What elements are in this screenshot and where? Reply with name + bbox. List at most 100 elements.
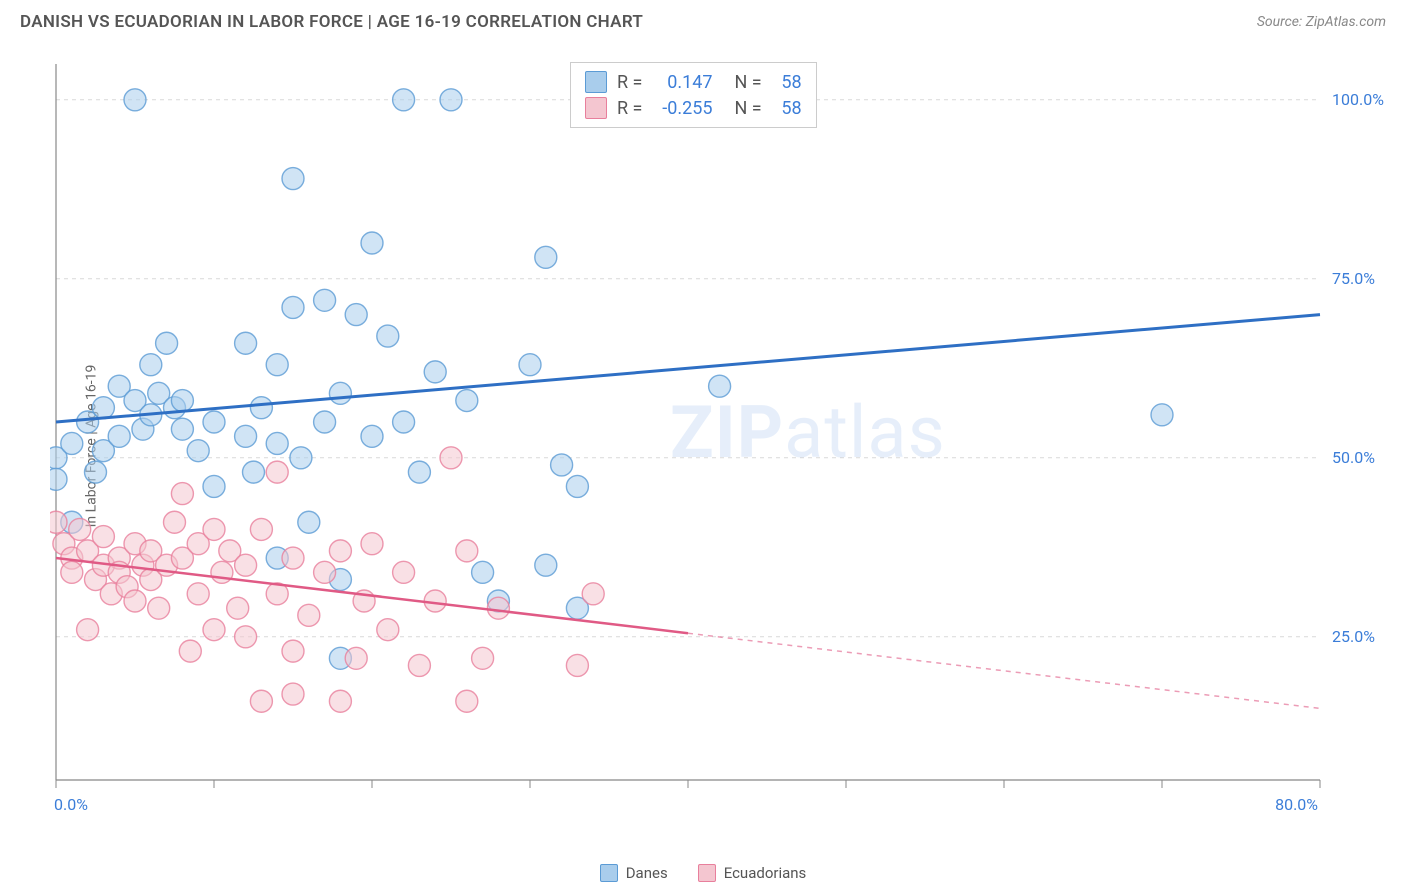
data-point	[472, 647, 494, 669]
data-point	[424, 361, 446, 383]
data-point	[85, 461, 107, 483]
stats-swatch	[585, 97, 607, 119]
data-point	[235, 425, 257, 447]
data-point	[408, 654, 430, 676]
data-point	[227, 597, 249, 619]
data-point	[393, 411, 415, 433]
r-value: 0.147	[652, 72, 712, 93]
data-point	[266, 432, 288, 454]
trend-line-extrapolated	[688, 633, 1320, 708]
data-point	[140, 354, 162, 376]
data-point	[535, 554, 557, 576]
bottom-legend: Danes Ecuadorians	[0, 864, 1406, 882]
trend-line	[56, 315, 1320, 422]
data-point	[235, 332, 257, 354]
data-point	[377, 619, 399, 641]
data-point	[266, 354, 288, 376]
data-point	[290, 447, 312, 469]
n-label: N =	[734, 72, 761, 93]
stats-row: R = -0.255 N = 58	[585, 95, 802, 121]
legend-label: Ecuadorians	[724, 864, 807, 882]
data-point	[282, 683, 304, 705]
data-point	[50, 511, 67, 533]
data-point	[243, 461, 265, 483]
legend-item: Ecuadorians	[698, 864, 807, 882]
data-point	[171, 390, 193, 412]
data-point	[124, 590, 146, 612]
data-point	[187, 440, 209, 462]
data-point	[250, 397, 272, 419]
n-label: N =	[734, 98, 761, 119]
y-tick-label: 25.0%	[1332, 627, 1375, 646]
n-value: 58	[772, 72, 802, 93]
data-point	[329, 690, 351, 712]
data-point	[108, 425, 130, 447]
data-point	[235, 626, 257, 648]
data-point	[472, 561, 494, 583]
data-point	[551, 454, 573, 476]
r-value: -0.255	[652, 98, 712, 119]
data-point	[179, 640, 201, 662]
title-bar: DANISH VS ECUADORIAN IN LABOR FORCE | AG…	[0, 0, 1406, 40]
data-point	[282, 168, 304, 190]
data-point	[69, 518, 91, 540]
data-point	[61, 432, 83, 454]
data-point	[329, 540, 351, 562]
legend-swatch	[600, 864, 618, 882]
data-point	[361, 533, 383, 555]
data-point	[314, 289, 336, 311]
data-point	[314, 411, 336, 433]
data-point	[250, 518, 272, 540]
data-point	[235, 554, 257, 576]
data-point	[1151, 404, 1173, 426]
data-point	[203, 475, 225, 497]
data-point	[582, 583, 604, 605]
data-point	[709, 375, 731, 397]
data-point	[487, 597, 509, 619]
data-point	[156, 332, 178, 354]
x-tick-label: 0.0%	[54, 795, 88, 814]
y-tick-label: 100.0%	[1332, 90, 1384, 109]
scatter-plot: 25.0%50.0%75.0%100.0%0.0%80.0%	[50, 60, 1390, 820]
stats-row: R = 0.147 N = 58	[585, 69, 802, 95]
n-value: 58	[772, 98, 802, 119]
data-point	[211, 561, 233, 583]
legend-swatch	[698, 864, 716, 882]
chart-title: DANISH VS ECUADORIAN IN LABOR FORCE | AG…	[20, 12, 643, 32]
data-point	[298, 604, 320, 626]
data-point	[171, 418, 193, 440]
data-point	[203, 518, 225, 540]
data-point	[456, 390, 478, 412]
data-point	[440, 447, 462, 469]
data-point	[566, 475, 588, 497]
data-point	[266, 461, 288, 483]
stats-box: R = 0.147 N = 58 R = -0.255 N = 58	[570, 62, 817, 128]
data-point	[148, 597, 170, 619]
data-point	[456, 690, 478, 712]
legend-item: Danes	[600, 864, 668, 882]
plot-area: 25.0%50.0%75.0%100.0%0.0%80.0% ZIPatlas …	[50, 60, 1390, 820]
data-point	[345, 304, 367, 326]
data-point	[361, 425, 383, 447]
data-point	[282, 296, 304, 318]
source-label: Source: ZipAtlas.com	[1257, 14, 1386, 30]
r-label: R =	[617, 72, 642, 93]
data-point	[314, 561, 336, 583]
data-point	[61, 561, 83, 583]
data-point	[171, 483, 193, 505]
legend-label: Danes	[626, 864, 668, 882]
x-tick-label: 80.0%	[1275, 795, 1318, 814]
y-tick-label: 75.0%	[1332, 269, 1375, 288]
data-point	[124, 89, 146, 111]
data-point	[393, 561, 415, 583]
data-point	[77, 619, 99, 641]
r-label: R =	[617, 98, 642, 119]
data-point	[535, 246, 557, 268]
data-point	[50, 468, 67, 490]
data-point	[440, 89, 462, 111]
data-point	[329, 382, 351, 404]
stats-swatch	[585, 71, 607, 93]
data-point	[164, 511, 186, 533]
data-point	[203, 619, 225, 641]
data-point	[361, 232, 383, 254]
